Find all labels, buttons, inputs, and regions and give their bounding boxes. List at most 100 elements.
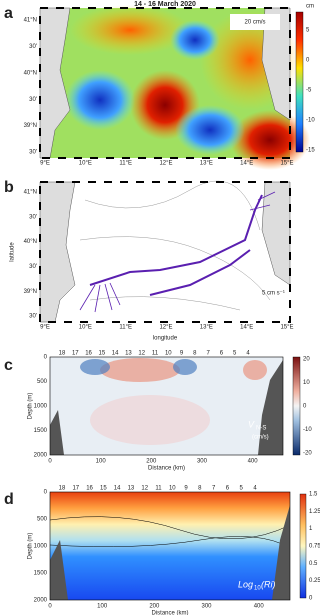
- station-number: 8: [198, 486, 202, 492]
- distance-label: 200: [149, 604, 160, 610]
- y-label: Depth (m): [28, 393, 34, 420]
- cbar-label: 0.75: [309, 544, 320, 550]
- x-label: Distance (km): [151, 611, 188, 615]
- lon-label: 14°E: [240, 161, 253, 167]
- cbar-label: 0: [309, 596, 313, 602]
- lon-label: 12°E: [159, 325, 172, 331]
- depth-label: 500: [37, 379, 48, 385]
- cbar-label: -15: [306, 148, 315, 154]
- station-number: 10: [169, 486, 176, 492]
- depth-label: 0: [44, 355, 48, 361]
- station-number: 12: [141, 486, 148, 492]
- station-number: 16: [85, 351, 92, 357]
- station-number: 6: [226, 486, 230, 492]
- lat-label: 30': [29, 150, 37, 156]
- depth-label: 2000: [34, 598, 48, 604]
- distance-label: 300: [197, 459, 208, 465]
- cbar-label: 20: [303, 357, 310, 363]
- station-number: 4: [253, 486, 257, 492]
- distance-label: 0: [48, 459, 52, 465]
- station-number: 8: [193, 351, 197, 357]
- scale-label: 20 cm/s: [244, 20, 265, 26]
- lat-label: 30': [29, 97, 37, 103]
- depth-label: 2000: [34, 453, 48, 459]
- lat-label: 39°N: [24, 289, 37, 295]
- station-number: 9: [184, 486, 188, 492]
- lon-label: 9°E: [40, 325, 50, 331]
- lon-label: 14°E: [240, 325, 253, 331]
- depth-label: 1500: [34, 428, 48, 434]
- lon-label: 11°E: [119, 161, 132, 167]
- station-number: 14: [114, 486, 121, 492]
- station-number: 11: [155, 486, 162, 492]
- lon-label: 15°E: [280, 325, 293, 331]
- panel-letter: c: [4, 357, 13, 374]
- lat-label: 40°N: [24, 239, 37, 245]
- cbar-label: -10: [306, 118, 315, 124]
- station-number: 5: [233, 351, 237, 357]
- lat-label: 39°N: [24, 123, 37, 129]
- panel-letter: a: [4, 5, 13, 22]
- cbar-label: 0: [303, 404, 307, 410]
- station-number: 7: [212, 486, 216, 492]
- cbar-label: 10: [303, 380, 310, 386]
- x-label: Distance (km): [148, 466, 185, 472]
- lat-label: 41°N: [24, 190, 37, 196]
- station-number: 12: [138, 351, 145, 357]
- map-a: [39, 5, 310, 170]
- station-number: 15: [99, 351, 106, 357]
- station-number: 15: [100, 486, 107, 492]
- y-label: Depth (m): [28, 533, 34, 560]
- lon-label: 11°E: [119, 325, 132, 331]
- lon-label: 15°E: [280, 161, 293, 167]
- station-number: 14: [112, 351, 119, 357]
- y-label: latitude: [10, 242, 16, 262]
- depth-label: 0: [44, 490, 48, 496]
- distance-label: 100: [96, 459, 107, 465]
- lat-label: 40°N: [24, 70, 37, 76]
- station-number: 5: [240, 486, 244, 492]
- depth-label: 500: [37, 517, 48, 523]
- station-number: 18: [59, 351, 66, 357]
- panel-letter: b: [4, 179, 14, 196]
- variable-sub: 10: [254, 586, 261, 592]
- lat-label: 30': [29, 44, 37, 50]
- depth-label: 1000: [34, 544, 48, 550]
- distance-label: 400: [254, 604, 265, 610]
- station-number: 16: [86, 486, 93, 492]
- station-number: 11: [152, 351, 159, 357]
- panel-title: 14 - 16 March 2020: [134, 1, 196, 8]
- scale-label: 5 cm s⁻¹: [262, 291, 285, 297]
- lon-label: 13°E: [200, 325, 213, 331]
- variable-arg: (Ri): [261, 579, 276, 589]
- section-c: [49, 356, 301, 456]
- station-number: 9: [180, 351, 184, 357]
- cbar-label: -5: [306, 88, 312, 94]
- station-number: 18: [59, 486, 66, 492]
- lon-label: 12°E: [159, 161, 172, 167]
- distance-label: 300: [202, 604, 213, 610]
- cbar-label: 0: [306, 58, 310, 64]
- distance-label: 0: [48, 604, 52, 610]
- depth-label: 1000: [34, 404, 48, 410]
- cbar-unit: cm: [306, 4, 314, 10]
- variable-label: Log: [238, 579, 253, 589]
- lon-label: 10°E: [79, 325, 92, 331]
- cbar-label: 1.25: [309, 509, 320, 515]
- cbar-label: 1: [309, 526, 313, 532]
- lat-label: 30': [29, 214, 37, 220]
- lat-label: 30': [29, 314, 37, 320]
- unit-label: (cm/s): [252, 435, 269, 441]
- cbar-label: -10: [303, 427, 312, 433]
- station-number: 13: [125, 351, 132, 357]
- lon-label: 13°E: [200, 161, 213, 167]
- variable-sub: N-S: [256, 426, 266, 432]
- section-d: [49, 491, 307, 601]
- station-number: 4: [246, 351, 250, 357]
- variable-label: V: [248, 419, 255, 429]
- cbar-label: 5: [306, 28, 310, 34]
- cbar-label: -20: [303, 451, 312, 457]
- station-number: 17: [72, 486, 79, 492]
- map-b: [39, 180, 291, 323]
